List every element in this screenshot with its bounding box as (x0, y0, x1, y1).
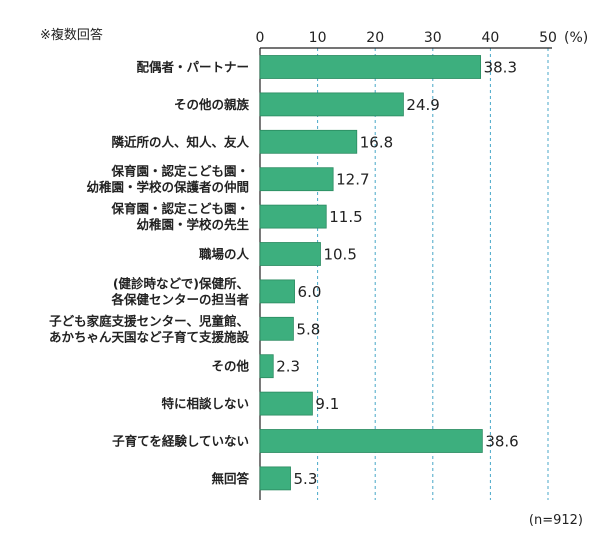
category-label: 配偶者・パートナー (136, 60, 249, 75)
bar (259, 466, 291, 491)
tick-label: 50 (539, 30, 557, 46)
category-label: その他の親族 (174, 97, 250, 112)
category-label: 保育園・認定こども園・幼稚園・学校の保護者の仲間 (86, 164, 249, 195)
value-label: 9.1 (315, 395, 339, 413)
bar (259, 167, 334, 192)
bar (259, 204, 327, 229)
category-label: 無回答 (211, 471, 249, 486)
bar (259, 391, 313, 416)
value-label: 38.6 (485, 433, 518, 451)
tick-label: 30 (424, 30, 442, 46)
bar (259, 279, 295, 304)
value-label: 11.5 (329, 208, 362, 226)
value-label: 24.9 (406, 96, 439, 114)
value-label: 38.3 (484, 59, 517, 77)
bar (259, 429, 483, 453)
value-label: 10.5 (323, 246, 356, 264)
category-label: 職場の人 (199, 247, 250, 262)
category-label: その他 (211, 359, 249, 374)
sample-size-label: (n=912) (528, 513, 583, 528)
unit-label: (%) (564, 30, 588, 46)
value-label: 2.3 (276, 358, 300, 376)
bar (259, 129, 358, 154)
value-label: 5.8 (296, 320, 320, 338)
tick-label: 20 (366, 30, 384, 46)
category-label: 子ども家庭支援センター、児童館、あかちゃん天国など子育て支援施設 (49, 313, 250, 344)
category-label: 子育てを経験していない (112, 434, 249, 449)
value-label: 5.3 (294, 470, 318, 488)
category-label: 保育園・認定こども園・幼稚園・学校の先生 (110, 201, 249, 232)
tick-label: 40 (481, 30, 499, 46)
bar (259, 92, 404, 117)
value-label: 16.8 (360, 133, 393, 151)
bar (259, 55, 482, 79)
value-label: 12.7 (336, 171, 369, 189)
value-label: 6.0 (298, 283, 322, 301)
tick-label: 0 (256, 30, 265, 46)
category-label: 隣近所の人、知人、友人 (111, 134, 249, 149)
bar (259, 354, 274, 379)
category-label: 特に相談しない (161, 396, 249, 411)
bar (259, 316, 294, 341)
bar (259, 242, 321, 266)
category-label: (健診時などで)保健所、各保健センターの担当者 (110, 276, 249, 307)
tick-label: 10 (309, 30, 327, 46)
multiple-answer-note: ※複数回答 (40, 28, 103, 43)
